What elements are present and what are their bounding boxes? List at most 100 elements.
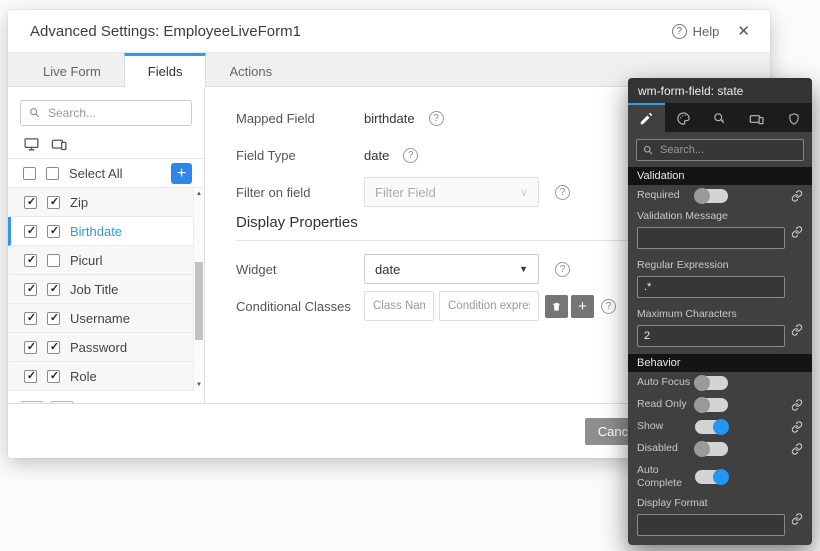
field-label: Zip: [70, 194, 89, 210]
required-toggle[interactable]: [694, 188, 728, 204]
trash-icon: [551, 301, 562, 312]
dialog-title: Advanced Settings: EmployeeLiveForm1: [30, 22, 301, 40]
add-field-button[interactable]: +: [171, 163, 192, 184]
sidebar-search-input[interactable]: [20, 100, 192, 126]
pencil-icon: [639, 112, 653, 126]
chevron-down-icon: ∨: [519, 186, 528, 199]
add-class-button[interactable]: +: [571, 294, 594, 318]
field-row-zip[interactable]: Zip: [8, 188, 204, 217]
mobile-checkbox[interactable]: [47, 253, 60, 267]
validation-message-label: Validation Message: [637, 210, 728, 222]
disabled-toggle[interactable]: [694, 441, 728, 457]
tab-live-form[interactable]: Live Form: [43, 63, 101, 79]
inspector-title: wm-form-field: state: [628, 78, 812, 103]
field-row-password[interactable]: Password: [8, 333, 204, 362]
field-row-username[interactable]: Username: [8, 304, 204, 333]
help-link[interactable]: Help: [692, 23, 720, 39]
inspector-search-input[interactable]: [636, 139, 804, 161]
tab-security[interactable]: [775, 103, 812, 132]
mapped-field-label: Mapped Field: [236, 110, 315, 126]
bind-link-icon[interactable]: [791, 421, 803, 433]
field-label: Birthdate: [70, 223, 123, 239]
help-icon[interactable]: ?: [555, 261, 570, 277]
tab-properties[interactable]: [628, 103, 665, 132]
web-checkbox[interactable]: [24, 224, 38, 238]
mobile-checkbox[interactable]: [47, 311, 61, 325]
scroll-down-icon[interactable]: ▼: [196, 382, 202, 388]
select-all-mobile-checkbox[interactable]: [46, 166, 59, 180]
caret-down-icon: ▼: [519, 264, 528, 274]
auto-complete-toggle[interactable]: [695, 469, 729, 486]
filter-on-field-label: Filter on field: [236, 184, 311, 200]
display-format-input[interactable]: [637, 514, 785, 537]
search-icon: [28, 106, 41, 119]
bind-link-icon[interactable]: [791, 190, 803, 202]
widget-label: Widget: [236, 261, 277, 277]
web-checkbox[interactable]: [24, 282, 38, 296]
regular-expression-input[interactable]: [637, 276, 785, 298]
tab-styles[interactable]: [665, 103, 702, 132]
bind-link-icon[interactable]: [791, 324, 803, 336]
scroll-up-icon[interactable]: ▲: [196, 191, 202, 197]
field-label: Password: [70, 339, 128, 355]
tab-actions[interactable]: Actions: [229, 63, 273, 79]
read-only-toggle[interactable]: [694, 397, 728, 413]
select-all-web-checkbox[interactable]: [23, 166, 36, 180]
widget-select[interactable]: date ▼: [364, 254, 539, 284]
mobile-checkbox[interactable]: [47, 224, 61, 238]
field-row-birthdate[interactable]: Birthdate: [8, 217, 204, 246]
web-checkbox[interactable]: [24, 311, 38, 325]
behavior-section-header: Behavior: [628, 354, 812, 372]
web-checkbox[interactable]: [24, 369, 38, 383]
regular-expression-label: Regular Expression: [637, 259, 729, 271]
help-icon[interactable]: ?: [555, 184, 570, 200]
help-icon[interactable]: ?: [403, 147, 419, 163]
mapped-field-value: birthdate: [364, 110, 415, 126]
select-all-row: Select All +: [8, 159, 204, 188]
mobile-checkbox[interactable]: [47, 282, 61, 296]
display-format-label: Display Format: [637, 497, 708, 510]
close-icon[interactable]: ✕: [737, 23, 750, 40]
field-row-picurl[interactable]: Picurl: [8, 246, 204, 275]
tab-fields[interactable]: Fields: [123, 53, 207, 87]
field-row-role[interactable]: Role: [8, 362, 204, 391]
bind-link-icon[interactable]: [791, 513, 803, 525]
search-gear-icon: [712, 111, 727, 126]
mobile-checkbox[interactable]: [47, 340, 61, 354]
scrollbar-thumb[interactable]: [195, 262, 203, 340]
field-type-label: Field Type: [236, 147, 296, 163]
show-label: Show: [637, 420, 664, 433]
validation-message-input[interactable]: [637, 227, 785, 249]
show-toggle[interactable]: [695, 419, 729, 435]
web-checkbox[interactable]: [24, 340, 38, 354]
bind-link-icon[interactable]: [791, 399, 803, 411]
validation-section-header: Validation: [628, 167, 812, 185]
mobile-checkbox[interactable]: [47, 195, 61, 209]
inspector-tabs: [628, 103, 812, 132]
display-properties-heading: Display Properties: [236, 214, 770, 241]
filter-field-select: Filter Field ∨: [364, 177, 539, 207]
delete-class-button[interactable]: [545, 294, 568, 318]
bind-link-icon[interactable]: [791, 226, 803, 238]
auto-focus-toggle[interactable]: [694, 375, 728, 391]
list-scrollbar[interactable]: ▲ ▼: [193, 188, 204, 391]
search-icon: [642, 144, 654, 156]
maximum-characters-input[interactable]: [637, 325, 785, 347]
help-icon[interactable]: ?: [601, 298, 616, 314]
help-icon[interactable]: ?: [671, 23, 687, 39]
web-checkbox[interactable]: [24, 253, 38, 267]
field-row-job-title[interactable]: Job Title: [8, 275, 204, 304]
tab-search-settings[interactable]: [702, 103, 739, 132]
conditional-classes-label: Conditional Classes: [236, 298, 351, 314]
bind-link-icon[interactable]: [791, 443, 803, 455]
web-checkbox[interactable]: [24, 195, 38, 209]
class-name-input[interactable]: [364, 291, 434, 321]
help-icon[interactable]: ?: [428, 110, 444, 126]
shield-icon: [787, 112, 801, 126]
tab-devices[interactable]: [738, 103, 775, 132]
field-type-value: date: [364, 147, 390, 163]
palette-icon: [676, 111, 691, 126]
fields-sidebar: Select All + Zip Birthdate Picurl: [8, 88, 205, 422]
mobile-checkbox[interactable]: [47, 369, 61, 383]
condition-expression-input[interactable]: [439, 291, 539, 321]
